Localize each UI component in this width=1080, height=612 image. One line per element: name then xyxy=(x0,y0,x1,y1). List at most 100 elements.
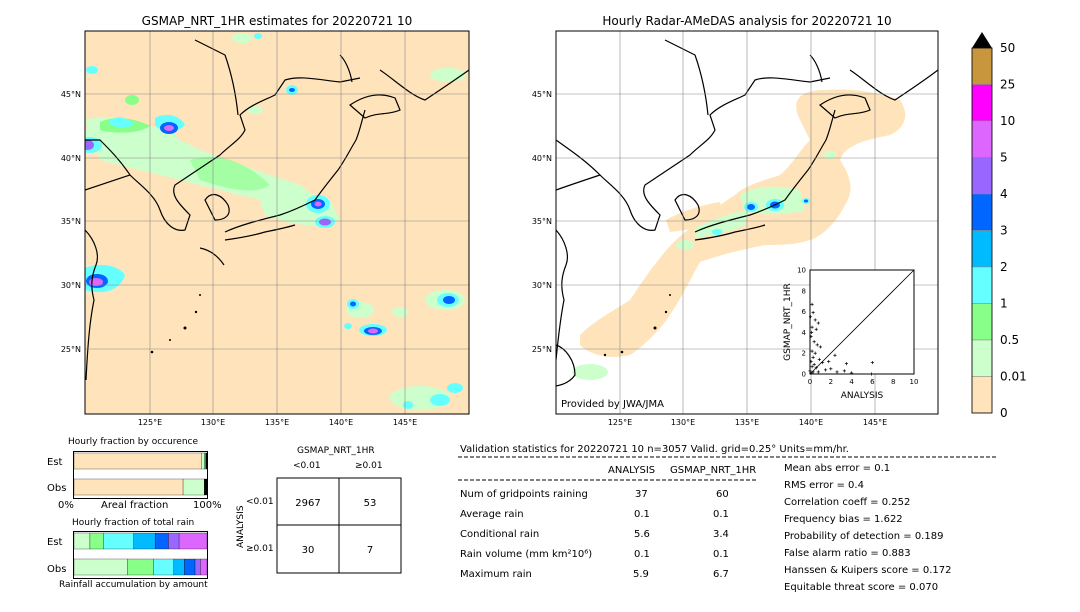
left-map-title: GSMAP_NRT_1HR estimates for 20220721 10 xyxy=(141,14,413,28)
total-rain-obs-bar xyxy=(73,558,208,576)
contingency-row-axis: ANALYSIS xyxy=(236,505,246,548)
contingency-cell-00: 2967 xyxy=(295,498,320,509)
score-frequency-bias: Frequency bias = 1.622 xyxy=(784,514,903,525)
fraction-segment xyxy=(178,532,208,550)
scatter-point xyxy=(810,349,814,353)
occurrence-label-obs: Obs xyxy=(47,483,67,494)
validation-row-label: Rain volume (mm km²10⁶) xyxy=(460,549,593,560)
validation-row-analysis: 0.1 xyxy=(634,509,650,520)
scatter-xtick: 6 xyxy=(870,378,875,386)
scatter-point xyxy=(811,311,815,315)
scatter-ylabel: GSMAP_NRT_1HR xyxy=(783,283,793,361)
fraction-segment xyxy=(204,452,206,470)
fraction-segment xyxy=(200,558,208,576)
scatter-point xyxy=(809,359,813,364)
occurrence-axis-left: 0% xyxy=(58,500,74,511)
colorbar-label: 2 xyxy=(1000,260,1008,274)
total-rain-axis-label: Rainfall accumulation by amount xyxy=(59,580,208,590)
right-map-coastline xyxy=(556,39,938,387)
contingency-cell-11: 7 xyxy=(367,545,373,556)
right-lon-tick-145: 145°E xyxy=(863,418,887,427)
total-rain-title: Hourly fraction of total rain xyxy=(72,518,195,528)
validation-row-gsmap: 6.7 xyxy=(713,569,729,580)
occurrence-est-bar xyxy=(73,452,208,470)
left-lat-tick-30: 30°N xyxy=(61,281,81,290)
colorbar-swatch xyxy=(971,120,993,158)
validation-row-analysis: 0.1 xyxy=(634,549,650,560)
scatter-point xyxy=(870,360,874,365)
score-ets: Equitable threat score = 0.070 xyxy=(784,582,939,593)
scatter-point xyxy=(812,363,816,367)
right-lon-tick-125: 125°E xyxy=(608,418,632,427)
scatter-point xyxy=(817,357,821,362)
validation-header: Validation statistics for 20220721 10 n=… xyxy=(460,444,849,455)
left-map-rain-field xyxy=(85,31,469,414)
scatter-point xyxy=(824,368,828,372)
scatter-point xyxy=(842,369,846,373)
fraction-segment xyxy=(168,532,180,550)
score-hk: Hanssen & Kuipers score = 0.172 xyxy=(784,565,952,576)
scatter-point xyxy=(811,355,815,359)
scatter-point xyxy=(809,371,813,375)
right-lat-tick-30: 30°N xyxy=(532,281,552,290)
colorbar: 50 25 10 5 4 3 2 1 0.5 0.01 0 xyxy=(971,32,1027,418)
scatter-point xyxy=(833,353,837,357)
scatter-point xyxy=(816,321,820,325)
score-rms-error: RMS error = 0.4 xyxy=(784,480,864,491)
validation-row-label: Num of gridpoints raining xyxy=(460,489,588,500)
left-map-islands xyxy=(150,294,201,354)
fraction-segment xyxy=(73,478,184,496)
validation-col-gsmap: GSMAP_NRT_1HR xyxy=(670,465,757,476)
validation-col-rule xyxy=(458,479,756,481)
scatter-point xyxy=(813,318,817,322)
contingency-table: 2967 53 30 7 xyxy=(276,477,402,574)
colorbar-label: 10 xyxy=(1000,114,1015,128)
scatter-ytick: 2 xyxy=(802,350,806,358)
contingency-col-low: <0.01 xyxy=(293,461,321,471)
right-map-title: Hourly Radar-AMeDAS analysis for 2022072… xyxy=(602,14,892,28)
colorbar-swatch xyxy=(971,303,993,341)
left-lat-tick-40: 40°N xyxy=(61,154,81,163)
colorbar-swatch xyxy=(971,84,993,122)
left-map: 45°N 40°N 35°N 30°N 25°N 125°E 130°E 135… xyxy=(61,30,470,427)
validation-row-analysis: 5.9 xyxy=(633,569,649,580)
left-lat-tick-25: 25°N xyxy=(61,345,81,354)
left-lon-tick-135: 135°E xyxy=(265,418,289,427)
right-map-islands xyxy=(603,294,671,357)
colorbar-label: 25 xyxy=(1000,78,1015,92)
contingency-col-high: ≥0.01 xyxy=(355,461,383,471)
fraction-segment xyxy=(153,558,174,576)
scatter-ytick: 4 xyxy=(802,329,807,337)
right-lat-tick-35: 35°N xyxy=(532,217,552,226)
scatter-point xyxy=(814,327,818,331)
scatter-point xyxy=(816,370,820,374)
scatter-point xyxy=(814,366,818,370)
fraction-segment xyxy=(89,532,104,550)
score-far: False alarm ratio = 0.883 xyxy=(784,548,911,559)
validation-row-gsmap: 0.1 xyxy=(713,509,729,520)
score-pod: Probability of detection = 0.189 xyxy=(784,531,944,542)
left-lat-tick-45: 45°N xyxy=(61,90,81,99)
scatter-ytick: 6 xyxy=(802,308,807,316)
colorbar-swatch xyxy=(971,376,993,414)
fraction-segment xyxy=(73,532,91,550)
validation-row-gsmap: 3.4 xyxy=(713,529,729,540)
right-lat-tick-45: 45°N xyxy=(532,90,552,99)
colorbar-label: 0.01 xyxy=(1000,370,1027,384)
contingency-title: GSMAP_NRT_1HR xyxy=(297,446,375,456)
right-lon-tick-135: 135°E xyxy=(735,418,759,427)
scatter-point xyxy=(813,351,817,355)
scatter-point xyxy=(829,367,833,371)
validation-row-label: Average rain xyxy=(460,509,524,520)
right-lat-tick-25: 25°N xyxy=(532,345,552,354)
occurrence-bars xyxy=(73,451,208,499)
right-lon-tick-140: 140°E xyxy=(799,418,823,427)
scatter-xtick: 2 xyxy=(829,378,833,386)
scatter-one-to-one-line xyxy=(809,269,915,375)
validation-row-label: Conditional rain xyxy=(460,529,540,540)
total-rain-bars xyxy=(73,531,208,579)
scatter-point xyxy=(810,325,814,329)
fraction-segment xyxy=(73,452,202,470)
colorbar-label: 1 xyxy=(1000,297,1008,311)
validation-header-rule xyxy=(458,456,996,458)
